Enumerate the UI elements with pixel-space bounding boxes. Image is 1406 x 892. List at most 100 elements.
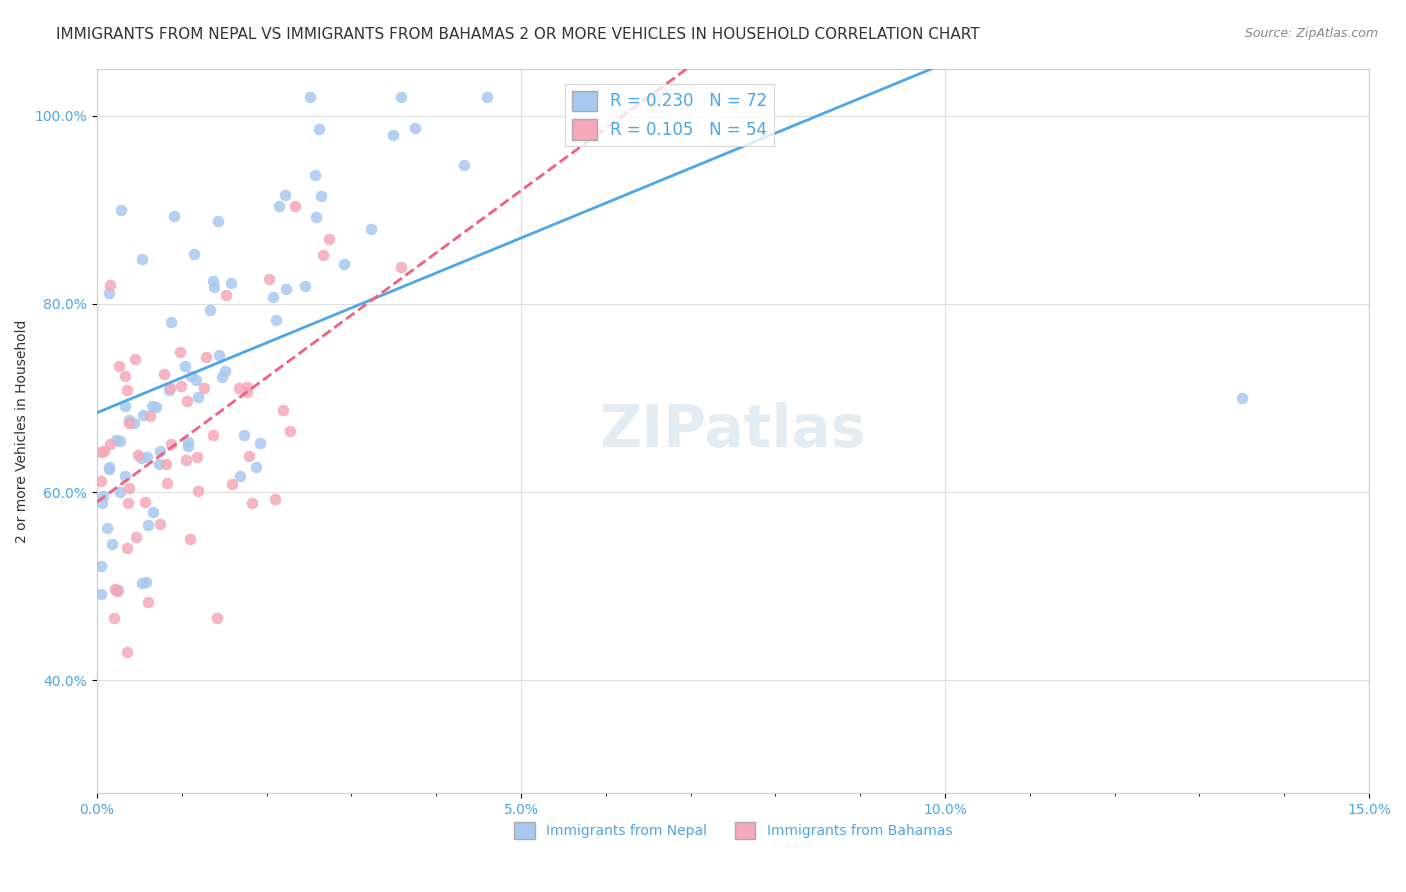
Point xyxy=(312,247,335,261)
Point xyxy=(129,450,152,465)
Point xyxy=(177,439,200,453)
Point xyxy=(475,89,498,103)
Point xyxy=(263,492,285,507)
Point xyxy=(257,271,280,285)
Point xyxy=(142,505,165,519)
Point xyxy=(90,587,112,601)
Point xyxy=(90,445,112,459)
Point xyxy=(156,475,179,490)
Text: Source: ZipAtlas.com: Source: ZipAtlas.com xyxy=(1244,27,1378,40)
Point xyxy=(114,468,136,483)
Point xyxy=(145,400,167,414)
Point xyxy=(118,413,141,427)
Point xyxy=(124,351,146,366)
Point xyxy=(214,364,236,378)
Point xyxy=(242,496,264,510)
Point xyxy=(187,390,209,404)
Point xyxy=(115,645,138,659)
Point xyxy=(91,489,114,503)
Point xyxy=(219,276,242,290)
Point xyxy=(96,521,118,535)
Point xyxy=(211,369,233,384)
Point xyxy=(271,402,294,417)
Point xyxy=(304,168,326,182)
Point xyxy=(155,458,177,472)
Legend: Immigrants from Nepal, Immigrants from Bahamas: Immigrants from Nepal, Immigrants from B… xyxy=(509,816,957,845)
Point xyxy=(169,344,191,359)
Point xyxy=(131,575,153,590)
Point xyxy=(97,285,120,300)
Point xyxy=(221,477,243,491)
Point xyxy=(136,518,159,533)
Point xyxy=(173,359,195,373)
Point xyxy=(389,89,412,103)
Point xyxy=(333,257,356,271)
Point xyxy=(160,436,183,450)
Text: IMMIGRANTS FROM NEPAL VS IMMIGRANTS FROM BAHAMAS 2 OR MORE VEHICLES IN HOUSEHOLD: IMMIGRANTS FROM NEPAL VS IMMIGRANTS FROM… xyxy=(56,27,980,42)
Point xyxy=(105,584,128,599)
Point xyxy=(134,495,156,509)
Point xyxy=(125,531,148,545)
Point xyxy=(159,381,181,395)
Point xyxy=(228,469,250,483)
Point xyxy=(135,575,157,590)
Point xyxy=(245,460,267,475)
Point xyxy=(186,373,208,387)
Point xyxy=(201,428,224,442)
Point xyxy=(163,210,186,224)
Point xyxy=(90,558,112,573)
Point xyxy=(141,399,163,413)
Point xyxy=(103,610,125,624)
Point xyxy=(179,532,201,546)
Point xyxy=(149,444,172,458)
Point xyxy=(294,279,316,293)
Point xyxy=(238,449,260,463)
Point xyxy=(118,416,141,430)
Point xyxy=(97,462,120,476)
Point xyxy=(114,399,136,413)
Point xyxy=(236,384,259,399)
Point xyxy=(132,408,155,422)
Point xyxy=(318,232,340,246)
Point xyxy=(160,316,183,330)
Y-axis label: 2 or more Vehicles in Household: 2 or more Vehicles in Household xyxy=(15,319,30,542)
Point xyxy=(122,416,145,430)
Point xyxy=(308,122,330,136)
Point xyxy=(105,433,128,447)
Point xyxy=(127,448,149,462)
Point xyxy=(262,290,284,304)
Point xyxy=(170,378,193,392)
Point xyxy=(108,484,131,499)
Point xyxy=(215,288,238,302)
Point xyxy=(278,424,301,438)
Point xyxy=(193,381,215,395)
Point xyxy=(453,158,475,172)
Point xyxy=(98,437,121,451)
Point xyxy=(264,312,287,326)
Point xyxy=(98,460,121,475)
Point xyxy=(177,435,200,450)
Point xyxy=(205,611,228,625)
Point xyxy=(273,188,295,202)
Point xyxy=(249,435,271,450)
Point xyxy=(114,369,136,384)
Point xyxy=(174,452,197,467)
Point xyxy=(131,252,153,267)
Point xyxy=(644,89,666,103)
Point xyxy=(195,350,218,364)
Point xyxy=(1230,391,1253,405)
Point xyxy=(98,278,121,293)
Point xyxy=(200,302,222,317)
Point xyxy=(107,582,129,597)
Point xyxy=(305,210,328,224)
Point xyxy=(274,282,297,296)
Point xyxy=(233,427,256,442)
Point xyxy=(90,474,112,488)
Point xyxy=(101,537,124,551)
Point xyxy=(235,380,257,394)
Point xyxy=(311,189,333,203)
Point xyxy=(148,457,170,471)
Point xyxy=(404,120,426,135)
Point xyxy=(115,541,138,555)
Point xyxy=(136,450,159,465)
